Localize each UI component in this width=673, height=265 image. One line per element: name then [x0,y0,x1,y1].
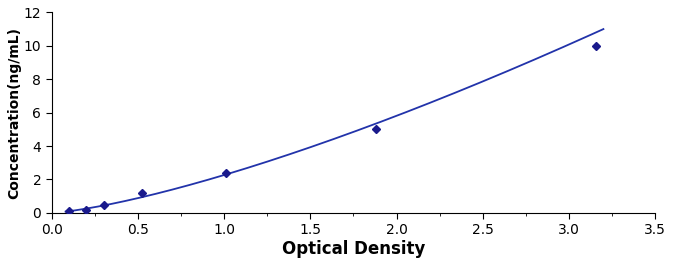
Y-axis label: Concentration(ng/mL): Concentration(ng/mL) [7,27,21,199]
X-axis label: Optical Density: Optical Density [282,240,425,258]
